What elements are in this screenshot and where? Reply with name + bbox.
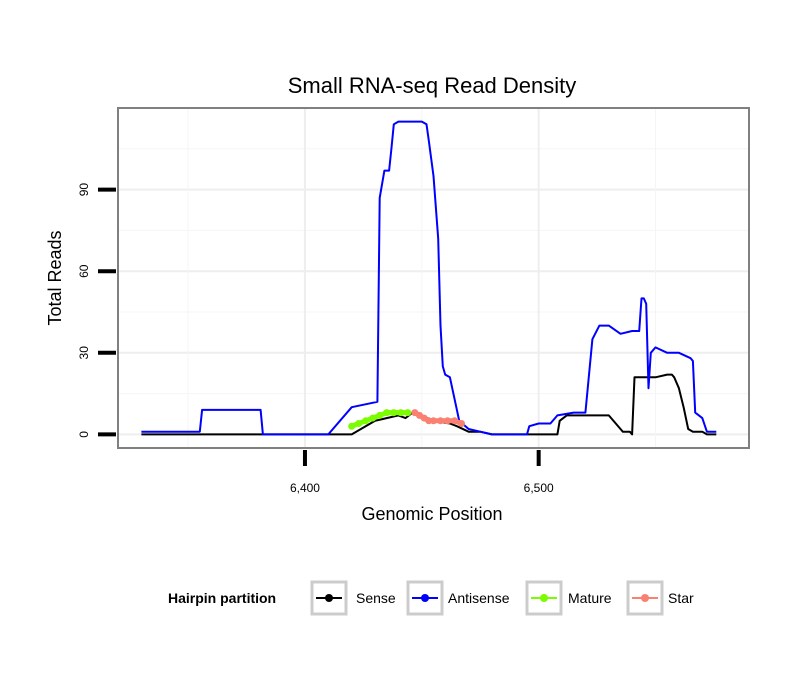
point-mature xyxy=(376,411,384,419)
x-axis-title: Genomic Position xyxy=(361,504,502,524)
point-mature xyxy=(404,409,412,417)
series-markers xyxy=(348,409,466,430)
chart-title: Small RNA-seq Read Density xyxy=(288,73,577,98)
point-mature xyxy=(355,420,363,428)
point-star xyxy=(430,417,437,425)
plot-border xyxy=(117,107,750,449)
legend-title: Hairpin partition xyxy=(168,590,276,606)
point-star xyxy=(458,420,466,428)
x-tick-label: 6,400 xyxy=(290,481,320,495)
legend-label-star: Star xyxy=(668,590,694,606)
series-line-antisense xyxy=(141,120,717,436)
point-star xyxy=(444,417,452,425)
x-tick-label: 6,500 xyxy=(524,481,554,495)
legend-key-dot-sense xyxy=(325,594,333,602)
y-tick-label: 30 xyxy=(77,346,91,360)
x-axis-ticks: 6,400 6,500 xyxy=(290,450,554,495)
legend-key-dot-mature xyxy=(540,594,548,602)
point-mature xyxy=(369,414,377,422)
legend-label-antisense: Antisense xyxy=(448,590,510,606)
point-star xyxy=(437,417,445,425)
legend-key-dot-antisense xyxy=(421,594,429,602)
point-mature xyxy=(383,409,391,417)
plot-panel xyxy=(117,107,750,449)
point-mature xyxy=(390,409,398,417)
point-mature xyxy=(348,422,356,430)
y-tick-label: 60 xyxy=(77,264,91,278)
legend-label-mature: Mature xyxy=(568,590,612,606)
y-tick-label: 90 xyxy=(77,183,91,197)
legend-key-dot-star xyxy=(641,594,649,602)
y-tick-label: 0 xyxy=(77,431,91,438)
point-mature xyxy=(362,417,370,425)
gridlines xyxy=(119,109,748,447)
point-star xyxy=(451,417,459,425)
series-line-sense xyxy=(141,373,717,436)
legend-label-sense: Sense xyxy=(356,590,396,606)
y-axis-title: Total Reads xyxy=(45,230,65,325)
y-axis-ticks: 0 30 60 90 xyxy=(77,183,116,438)
legend: Hairpin partition Sense Antisense Mature St… xyxy=(168,580,694,616)
point-mature xyxy=(397,409,405,417)
